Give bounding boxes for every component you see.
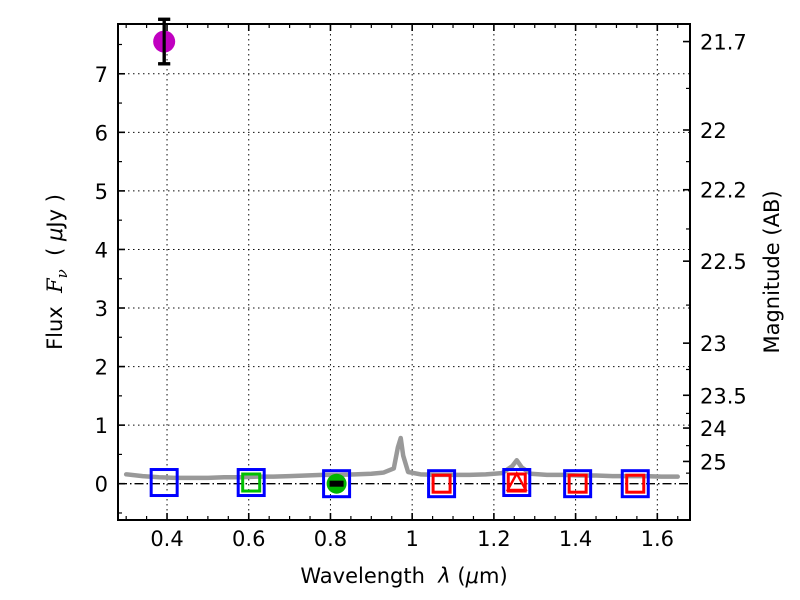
marker-square [625, 473, 646, 494]
svg-text:Wavelength λ (μm): Wavelength λ (μm) [300, 564, 507, 588]
data-markers [149, 17, 650, 499]
y-axis-left-ticks: 0 1 2 3 4 5 6 7 [95, 43, 125, 514]
marker-square [322, 469, 352, 499]
x-axis-ticks: 0.4 0.6 0.8 1 1.2 1.4 1.6 [125, 24, 679, 551]
y-left-tick-label: 1 [95, 414, 108, 438]
x-tick-label: 1.4 [559, 527, 592, 551]
y-left-tick-label: 6 [95, 121, 108, 145]
y-left-tick-label: 2 [95, 356, 108, 380]
marker-square [427, 469, 457, 499]
marker-square [236, 468, 266, 498]
series-detection [153, 17, 176, 66]
x-tick-label: 0.6 [232, 527, 265, 551]
marker-square [563, 469, 593, 499]
x-axis-label: Wavelength λ (μm) [300, 564, 507, 588]
y-right-tick-label: 25 [700, 450, 727, 474]
series-photometry-blue-squares [149, 468, 650, 499]
series-red-triangle [505, 471, 528, 492]
x-tick-label: 1.6 [641, 527, 674, 551]
marker-square [149, 468, 179, 498]
x-tick-label: 1.2 [477, 527, 510, 551]
plot-frame [117, 23, 691, 521]
marker-square [431, 473, 452, 494]
marker-triangle [505, 471, 528, 492]
marker-square [620, 469, 650, 499]
y-right-tick-label: 24 [700, 417, 727, 441]
y-left-tick-label: 3 [95, 297, 108, 321]
y-axis-left-label: Flux Fν ( μJy ) [43, 194, 71, 350]
x-tick-label: 0.4 [150, 527, 183, 551]
y-left-tick-label: 5 [95, 180, 108, 204]
x-tick-label: 0.8 [314, 527, 347, 551]
y-right-tick-label: 21.7 [700, 31, 747, 55]
y-right-tick-label: 22 [700, 119, 727, 143]
x-tick-label: 1 [405, 527, 418, 551]
y-left-tick-label: 7 [95, 63, 108, 87]
marker-square [241, 472, 262, 493]
gridlines [118, 24, 690, 520]
y-axis-right-label: Magnitude (AB) [760, 190, 784, 353]
svg-text:Flux Fν ( μJy ): Flux Fν ( μJy ) [43, 194, 71, 350]
plot-background [118, 24, 690, 520]
series-model-green-circle [326, 473, 347, 494]
y-right-tick-label: 22.2 [700, 179, 747, 203]
marker-inner-bar [329, 480, 344, 487]
y-right-tick-label: 22.5 [700, 250, 747, 274]
series-model-green-squares [241, 472, 262, 493]
y-axis-right-ticks: 21.7 22 22.2 22.5 23 23.5 24 25 [683, 31, 747, 474]
y-right-tick-label: 23.5 [700, 384, 747, 408]
marker-square [502, 468, 532, 498]
marker-square [567, 473, 588, 494]
y-right-tick-label: 23 [700, 332, 727, 356]
y-left-tick-label: 0 [95, 473, 108, 497]
y-left-tick-label: 4 [95, 238, 108, 262]
svg-text:Magnitude (AB): Magnitude (AB) [760, 190, 784, 353]
